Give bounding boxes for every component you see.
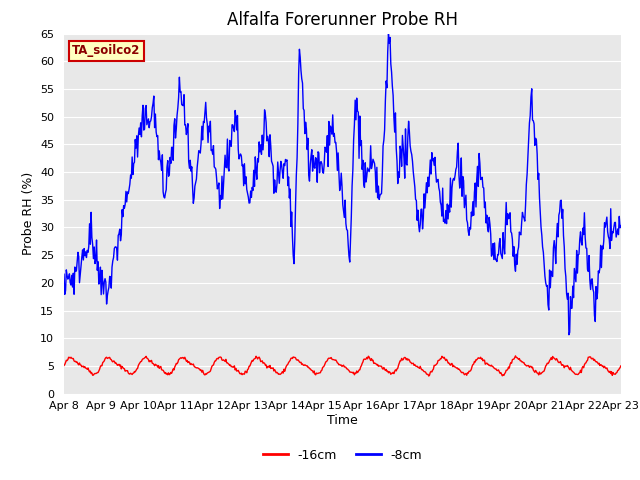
Y-axis label: Probe RH (%): Probe RH (%) (22, 172, 35, 255)
Title: Alfalfa Forerunner Probe RH: Alfalfa Forerunner Probe RH (227, 11, 458, 29)
X-axis label: Time: Time (327, 414, 358, 427)
Legend: -16cm, -8cm: -16cm, -8cm (257, 444, 428, 467)
Text: TA_soilco2: TA_soilco2 (72, 44, 141, 58)
